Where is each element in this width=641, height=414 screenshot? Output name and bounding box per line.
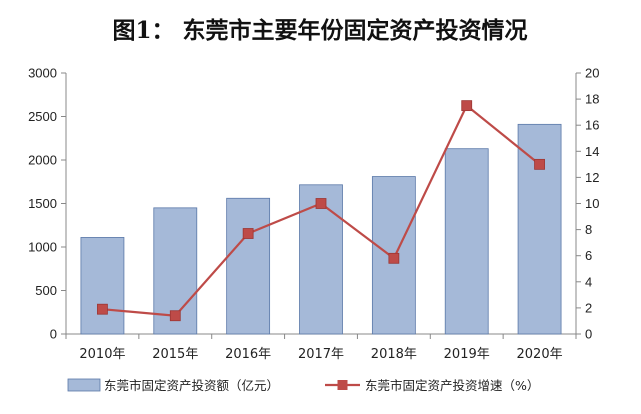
line-point <box>169 310 181 322</box>
category-label: 2018年 <box>371 347 417 362</box>
right-tick-label: 12 <box>585 170 599 185</box>
category-label: 2015年 <box>152 347 198 362</box>
bar <box>80 237 125 335</box>
line-point <box>461 100 473 112</box>
left-tick-label: 0 <box>50 327 57 342</box>
category-labels: 2010年 2015年 2016年 2017年 2018年 2019年 2020年 <box>79 347 562 362</box>
legend-bar-label: 东莞市固定资产投资额（亿元） <box>104 378 279 393</box>
category-label: 2016年 <box>225 347 271 362</box>
right-tick-label: 4 <box>585 274 592 289</box>
right-tick-label: 16 <box>585 118 599 133</box>
line-point <box>388 252 400 264</box>
left-tick-label: 2000 <box>28 153 57 168</box>
legend-bar-swatch <box>67 378 101 392</box>
line-point <box>315 198 327 209</box>
bar <box>226 197 271 335</box>
right-tick-label: 6 <box>585 248 592 263</box>
right-tick-label: 20 <box>585 66 599 81</box>
axes: 0 500 1000 1500 2000 2500 3000 0 2 4 6 8 10 12 14 16 18 2… <box>28 66 599 342</box>
left-tick-label: 1500 <box>28 196 57 211</box>
bar-series <box>80 123 562 335</box>
category-label: 2019年 <box>444 347 490 362</box>
left-tick-label: 500 <box>35 283 57 298</box>
category-label: 2017年 <box>298 347 344 362</box>
left-tick-label: 1000 <box>28 240 57 255</box>
right-tick-label: 0 <box>585 327 592 342</box>
category-label: 2020年 <box>517 347 563 362</box>
legend-line-label: 东莞市固定资产投资增速（%） <box>365 378 539 393</box>
line-series <box>97 100 545 322</box>
legend: 东莞市固定资产投资额（亿元） 东莞市固定资产投资增速（%） <box>67 378 539 393</box>
right-tick-label: 10 <box>585 196 599 211</box>
right-tick-label: 8 <box>585 222 592 237</box>
bar <box>517 123 562 335</box>
bar <box>444 148 489 335</box>
right-tick-label: 2 <box>585 300 592 315</box>
legend-line-marker <box>337 380 348 390</box>
chart-title: 图1： 东莞市主要年份固定资产投资情况 <box>112 17 527 44</box>
line-point <box>97 303 108 315</box>
left-tick-label: 2500 <box>28 109 57 124</box>
line-point <box>534 158 545 170</box>
left-tick-label: 3000 <box>28 66 57 81</box>
right-tick-label: 18 <box>585 92 599 107</box>
category-label: 2010年 <box>79 347 125 362</box>
line-point <box>242 228 254 239</box>
right-tick-label: 14 <box>585 144 599 159</box>
